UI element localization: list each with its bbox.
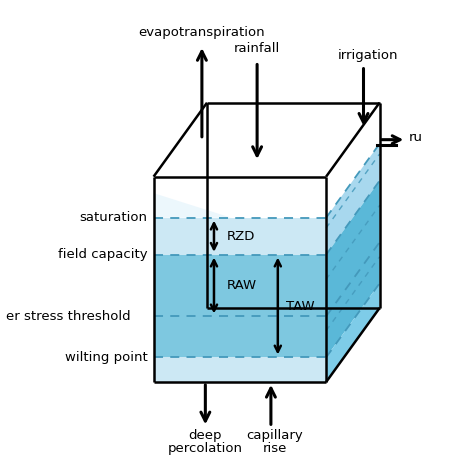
Text: field capacity: field capacity [58,248,147,261]
Polygon shape [154,103,380,177]
Polygon shape [326,181,380,357]
Polygon shape [154,193,231,218]
Text: RZD: RZD [226,230,255,243]
Text: TAW: TAW [286,300,315,312]
Text: wilting point: wilting point [64,351,147,364]
Text: percolation: percolation [168,442,243,455]
Text: capillary: capillary [246,429,303,442]
Polygon shape [154,177,326,218]
Text: rainfall: rainfall [234,43,280,55]
Polygon shape [154,357,326,382]
Polygon shape [154,218,326,255]
Text: irrigation: irrigation [337,49,398,62]
Polygon shape [154,255,326,357]
Text: rise: rise [263,442,287,455]
Text: er stress threshold: er stress threshold [6,310,131,323]
Polygon shape [326,144,380,255]
Text: saturation: saturation [80,211,147,224]
Text: RAW: RAW [226,279,256,292]
Polygon shape [326,283,380,382]
Text: evapotranspiration: evapotranspiration [138,26,265,39]
Polygon shape [326,103,380,218]
Text: deep: deep [189,429,222,442]
Text: ru: ru [408,131,422,144]
